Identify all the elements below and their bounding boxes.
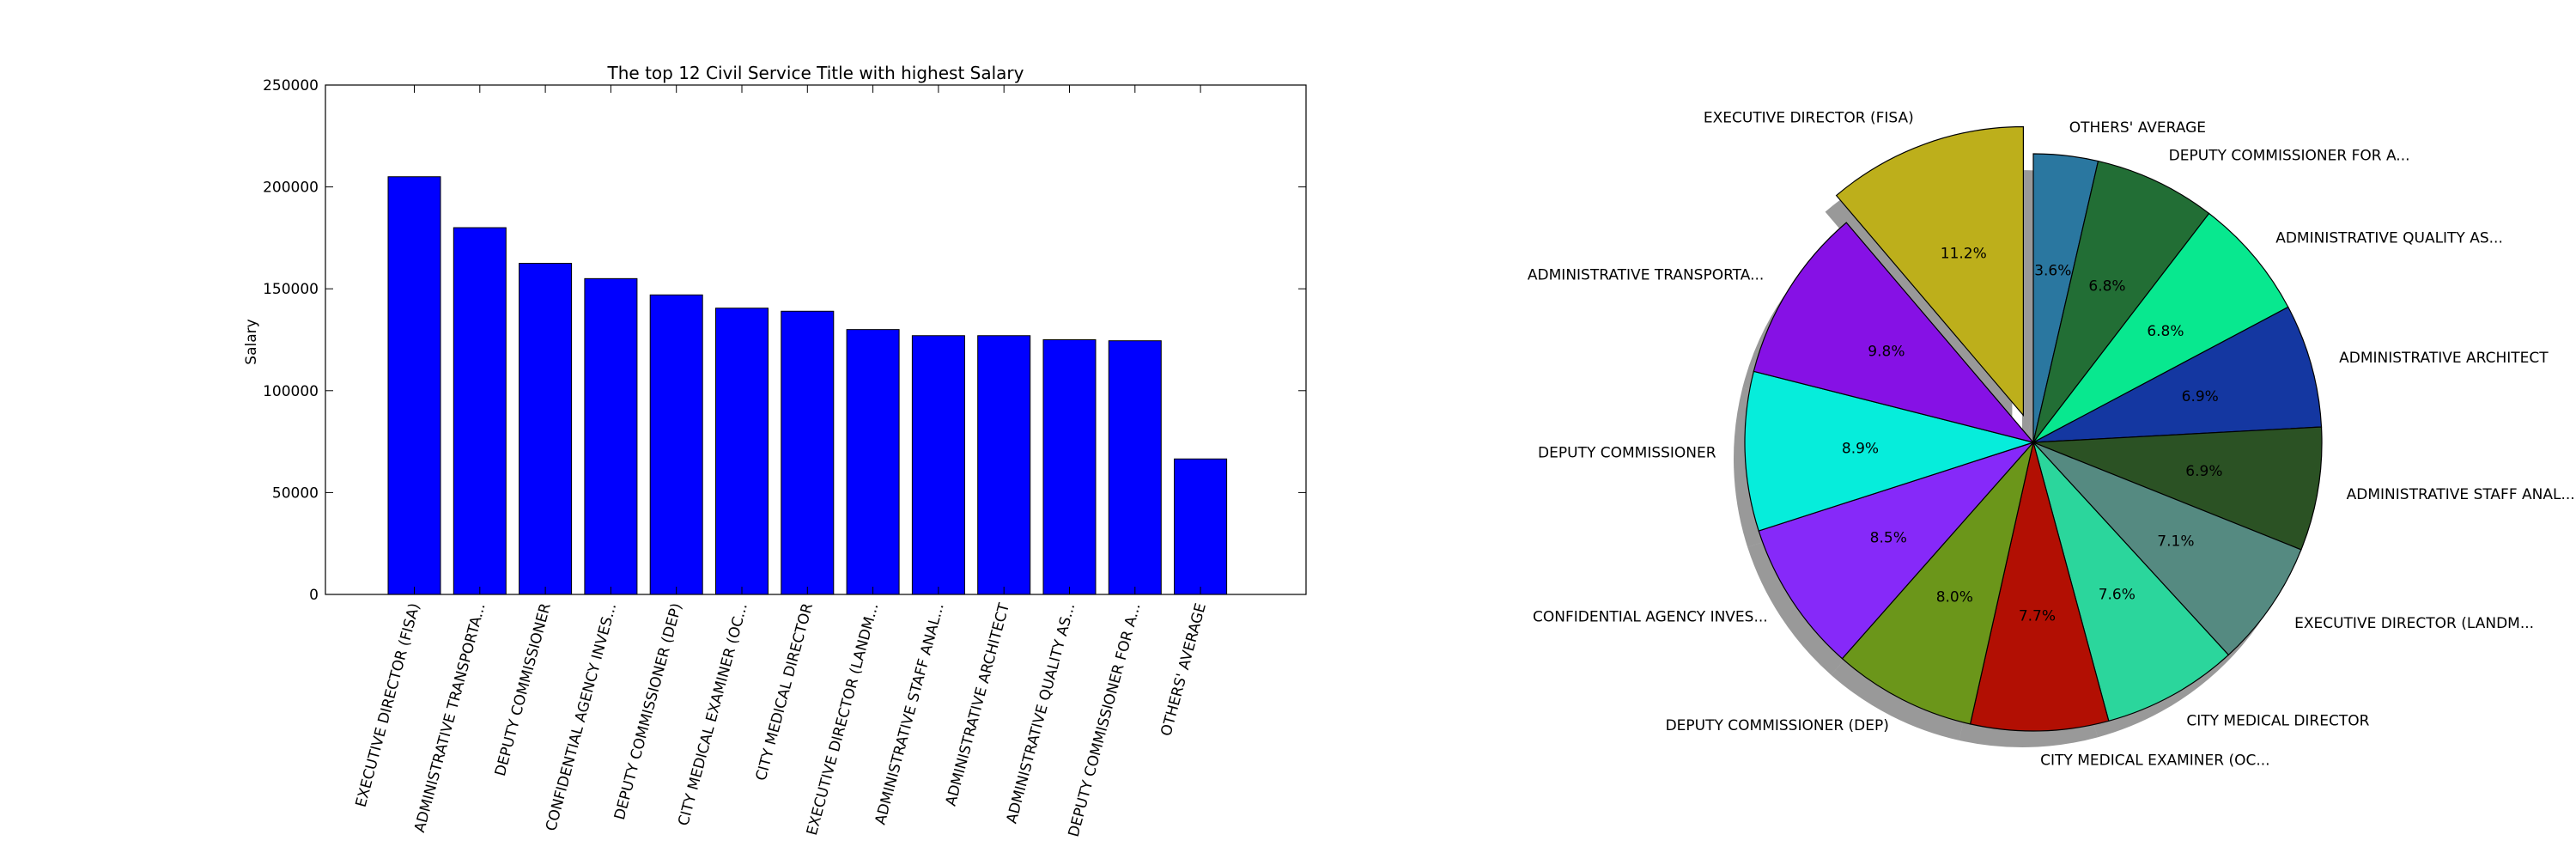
pie-slice-label: ADMINISTRATIVE ARCHITECT: [2339, 350, 2549, 367]
pie-slice-label: CONFIDENTIAL AGENCY INVES...: [1533, 608, 1768, 625]
pie-percent-label: 6.8%: [2088, 278, 2125, 295]
y-tick-label: 50000: [272, 484, 319, 502]
pie-slice: [1969, 442, 2110, 732]
x-tick-label: DEPUTY COMMISSIONER: [492, 601, 555, 778]
pie-percent-label: 8.0%: [1936, 589, 1973, 606]
bar: [977, 335, 1031, 595]
pie-slice: [2032, 212, 2289, 443]
pie-slice: [1841, 442, 2034, 725]
pie-slice-label: CITY MEDICAL EXAMINER (OC...: [2040, 752, 2269, 770]
pie-percent-label: 7.1%: [2157, 533, 2194, 551]
bar: [1174, 458, 1228, 595]
pie-slice-label: ADMINISTRATIVE TRANSPORTA...: [1528, 267, 1764, 284]
bar: [387, 176, 441, 595]
x-tick-label: DEPUTY COMMISSIONER FOR A...: [1066, 601, 1145, 838]
pie-slice-label: OTHERS' AVERAGE: [2069, 119, 2206, 137]
pie-slice: [1835, 125, 2024, 417]
bar: [781, 310, 835, 595]
pie-percent-label: 8.9%: [1842, 440, 1879, 457]
pie-slice-label: DEPUTY COMMISSIONER (DEP): [1666, 717, 1889, 734]
x-tick-label: CONFIDENTIAL AGENCY INVES...: [543, 601, 620, 832]
bar-chart: The top 12 Civil Service Title with high…: [243, 63, 1307, 839]
pie-slice-label: CITY MEDICAL DIRECTOR: [2186, 713, 2369, 730]
bar: [584, 277, 638, 595]
bar: [519, 263, 573, 595]
pie-percent-label: 11.2%: [1941, 245, 1987, 262]
bar-chart-y-ticks: 0 50000 100000 150000 200000 250000: [263, 77, 1306, 604]
y-tick-label: 200000: [263, 180, 319, 197]
bar-chart-title: The top 12 Civil Service Title with high…: [607, 63, 1024, 83]
x-tick-label: EXECUTIVE DIRECTOR (LANDM...: [804, 601, 883, 838]
pie-percent-label: 9.8%: [1868, 343, 1905, 360]
pie-slice-label: EXECUTIVE DIRECTOR (LANDM...: [2294, 615, 2534, 632]
pie-slice-label: ADMINISTRATIVE STAFF ANAL...: [2347, 486, 2575, 503]
x-tick-label: ADMINISTRATIVE TRANSPORTA...: [411, 601, 489, 834]
pie-percent-label: 3.6%: [2034, 263, 2071, 280]
x-tick-label: EXECUTIVE DIRECTOR (FISA): [353, 601, 424, 809]
pie-slice-label: ADMINISTRATIVE QUALITY AS...: [2275, 229, 2503, 247]
pie-slice: [1753, 222, 2035, 444]
pie-slice: [2032, 442, 2302, 656]
pie-slice: [2032, 442, 2230, 722]
pie-percent-label: 7.6%: [2099, 587, 2136, 604]
pie-slice: [2032, 160, 2210, 443]
x-tick-label: CITY MEDICAL DIRECTOR: [753, 601, 817, 783]
pie-percent-label: 8.5%: [1870, 529, 1907, 546]
pie-slice: [1758, 441, 2035, 660]
bar: [911, 335, 965, 595]
bar-chart-bars: [387, 176, 1228, 595]
bar: [1042, 339, 1097, 595]
pie-chart-slices: [1744, 125, 2323, 732]
pie-slice: [2032, 306, 2323, 443]
pie-chart-percent-labels: 3.6% 6.8% 6.8% 6.9% 6.9% 7.1% 7.6% 7.7% 8.0% 8.5%…: [1842, 245, 2223, 624]
bar: [715, 308, 769, 595]
pie-slice: [1744, 370, 2036, 532]
x-tick-label: ADMINISTRATIVE STAFF ANAL...: [872, 601, 948, 826]
pie-percent-label: 7.7%: [2019, 608, 2056, 625]
bar: [1108, 340, 1162, 595]
bar: [453, 227, 507, 595]
pie-slice-label: DEPUTY COMMISSIONER: [1538, 445, 1716, 462]
x-tick-label: DEPUTY COMMISSIONER (DEP): [611, 601, 686, 822]
y-tick-label: 250000: [263, 77, 319, 94]
pie-chart: 3.6% 6.8% 6.8% 6.9% 6.9% 7.1% 7.6% 7.7% 8.0% 8.5%…: [1528, 110, 2575, 770]
pie-percent-label: 6.9%: [2182, 388, 2219, 405]
x-tick-label: OTHERS' AVERAGE: [1157, 601, 1210, 738]
bar: [846, 329, 900, 595]
x-tick-label: ADMINISTRATIVE ARCHITECT: [943, 601, 1014, 808]
x-tick-label: ADMINISTRATIVE QUALITY AS...: [1004, 601, 1079, 825]
pie-slice-label: EXECUTIVE DIRECTOR (FISA): [1704, 110, 1914, 127]
bar-chart-y-axis-label: Salary: [243, 319, 260, 364]
y-tick-label: 0: [309, 587, 319, 604]
y-tick-label: 150000: [263, 281, 319, 298]
bar-chart-plot-frame: [325, 84, 1307, 595]
bar: [649, 294, 703, 595]
pie-percent-label: 6.8%: [2147, 323, 2184, 340]
pie-chart-slice-labels: OTHERS' AVERAGE DEPUTY COMMISSIONER FOR A…: [1528, 110, 2575, 770]
y-tick-label: 100000: [263, 383, 319, 400]
pie-slice-label: DEPUTY COMMISSIONER FOR A...: [2169, 148, 2410, 165]
pie-slice: [2032, 426, 2323, 551]
x-tick-label: CITY MEDICAL EXAMINER (OC...: [675, 601, 751, 827]
pie-percent-label: 6.9%: [2185, 463, 2222, 480]
